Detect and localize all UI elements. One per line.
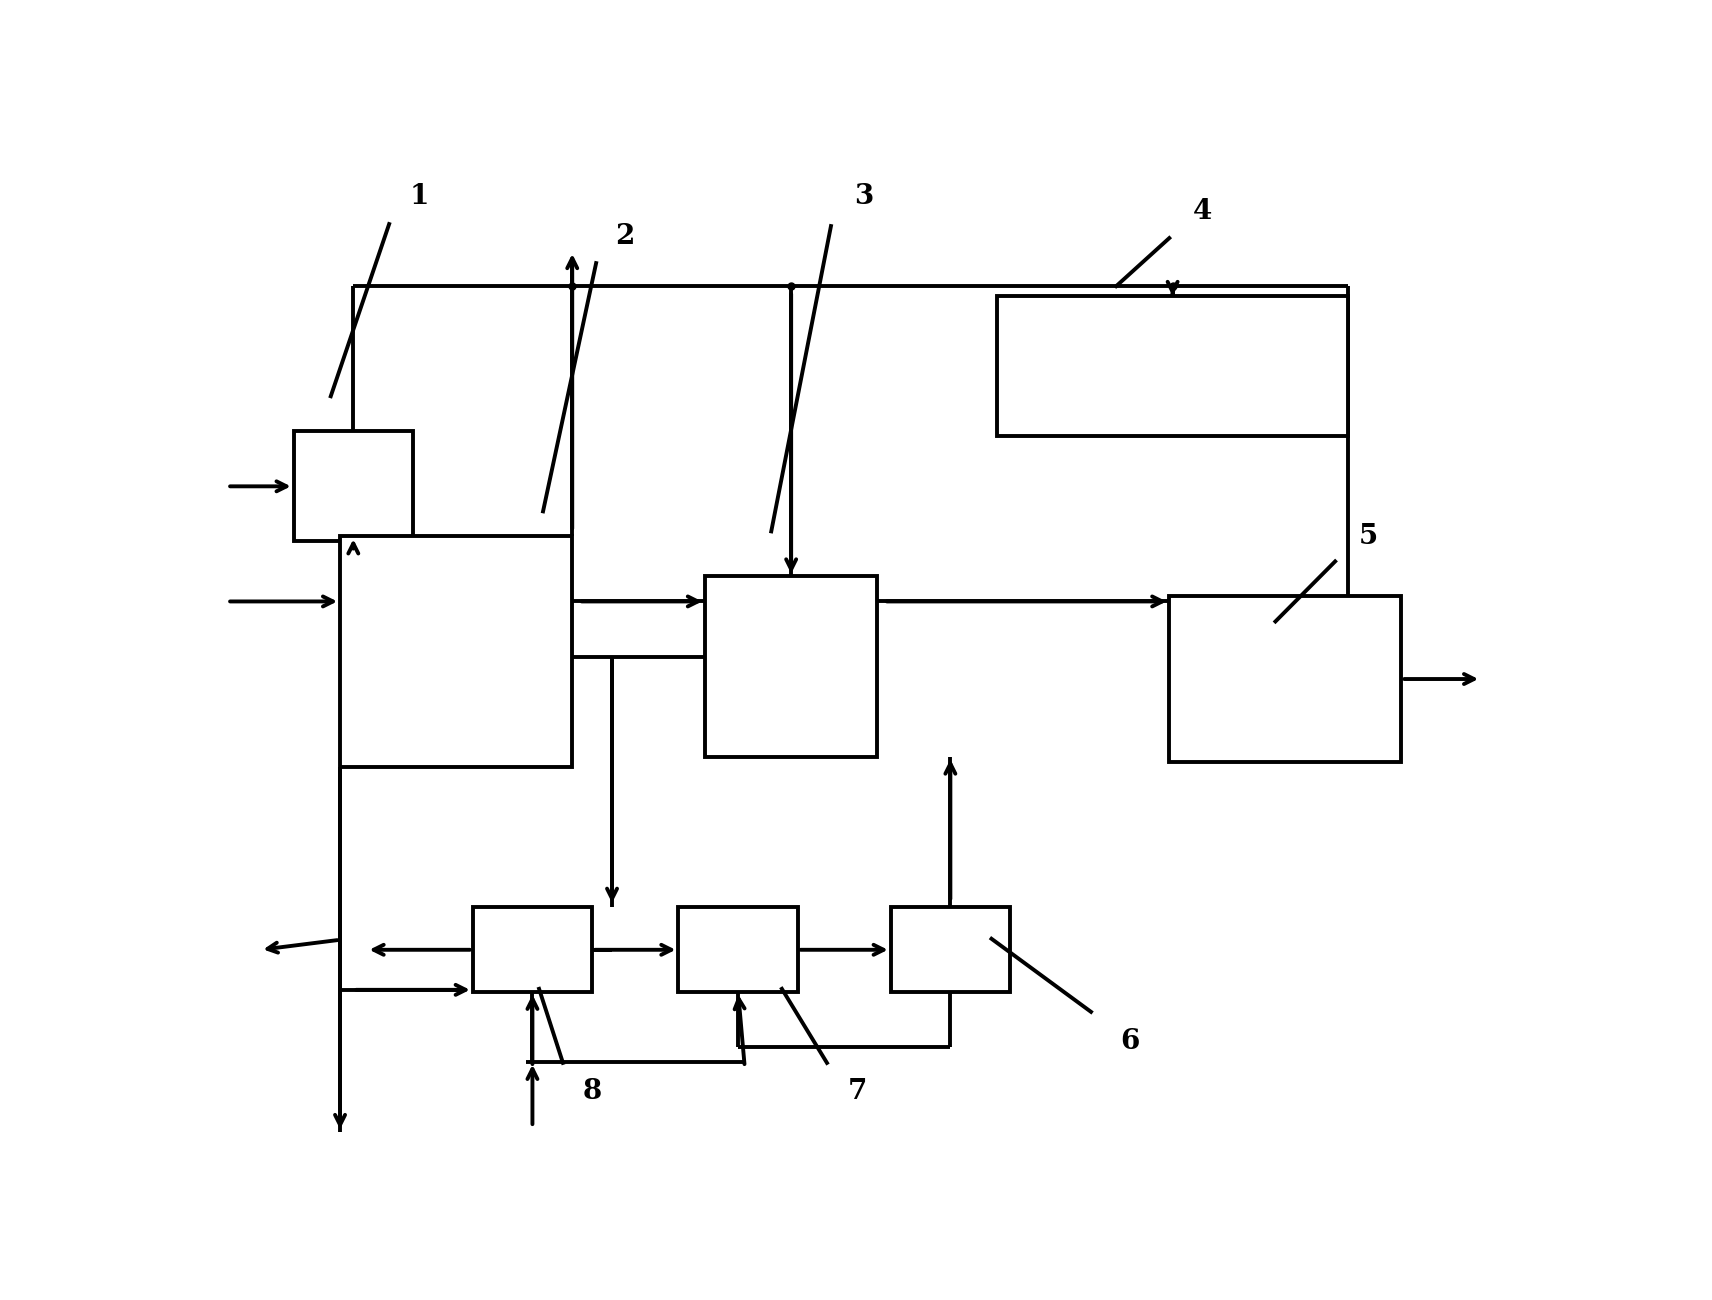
Text: 6: 6 (1120, 1028, 1138, 1056)
Text: 7: 7 (847, 1079, 868, 1105)
Bar (1169, 597, 1402, 762)
Text: 1: 1 (409, 182, 430, 209)
Text: 2: 2 (616, 222, 635, 250)
Text: 8: 8 (582, 1079, 601, 1105)
Text: 3: 3 (854, 182, 873, 209)
Bar (996, 296, 1349, 437)
Bar (473, 907, 592, 992)
Text: 5: 5 (1359, 523, 1378, 550)
Text: 4: 4 (1193, 198, 1212, 225)
Bar (341, 537, 572, 767)
Bar (890, 907, 1010, 992)
Bar (678, 907, 798, 992)
Bar (705, 576, 877, 757)
Bar (294, 432, 413, 541)
